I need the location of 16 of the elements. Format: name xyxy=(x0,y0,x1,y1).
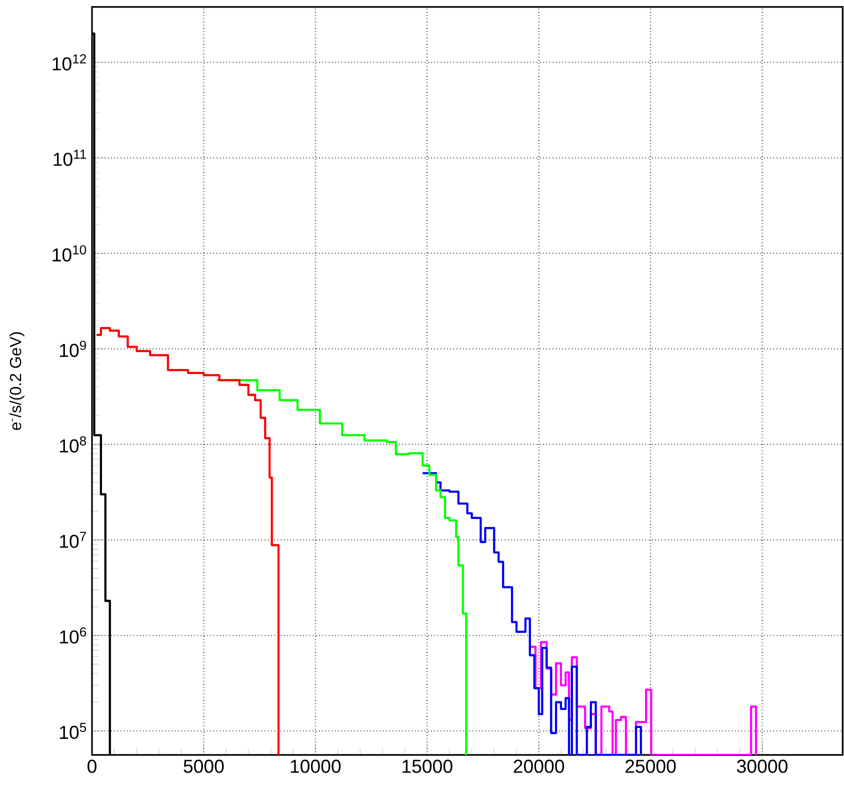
y-tick-label: 10$^{10}$ xyxy=(52,245,86,262)
x-tick-label: 25000 xyxy=(626,760,676,773)
y-tick-label: 10$^{6}$ xyxy=(60,627,86,644)
y-axis-title: e$^{-}$/s/(0.2 GeV) xyxy=(9,332,24,430)
x-tick-label: 20000 xyxy=(514,760,564,773)
x-tick-label: 5000 xyxy=(184,760,224,773)
y-tick-label: 10$^{11}$ xyxy=(54,150,86,166)
y-tick-label: 10$^{7}$ xyxy=(60,532,86,548)
y-tick-label: 10$^{5}$ xyxy=(60,722,86,740)
x-tick-label: 10000 xyxy=(290,760,341,773)
x-tick-label: 15000 xyxy=(402,760,452,773)
x-tick-label: 0 xyxy=(88,760,96,773)
x-tick-label: 30000 xyxy=(736,760,788,773)
y-tick-label: 10$^{9}$ xyxy=(60,340,86,358)
y-tick-label: 10$^{8}$ xyxy=(60,436,86,453)
y-tick-label: 10$^{12}$ xyxy=(52,54,86,70)
